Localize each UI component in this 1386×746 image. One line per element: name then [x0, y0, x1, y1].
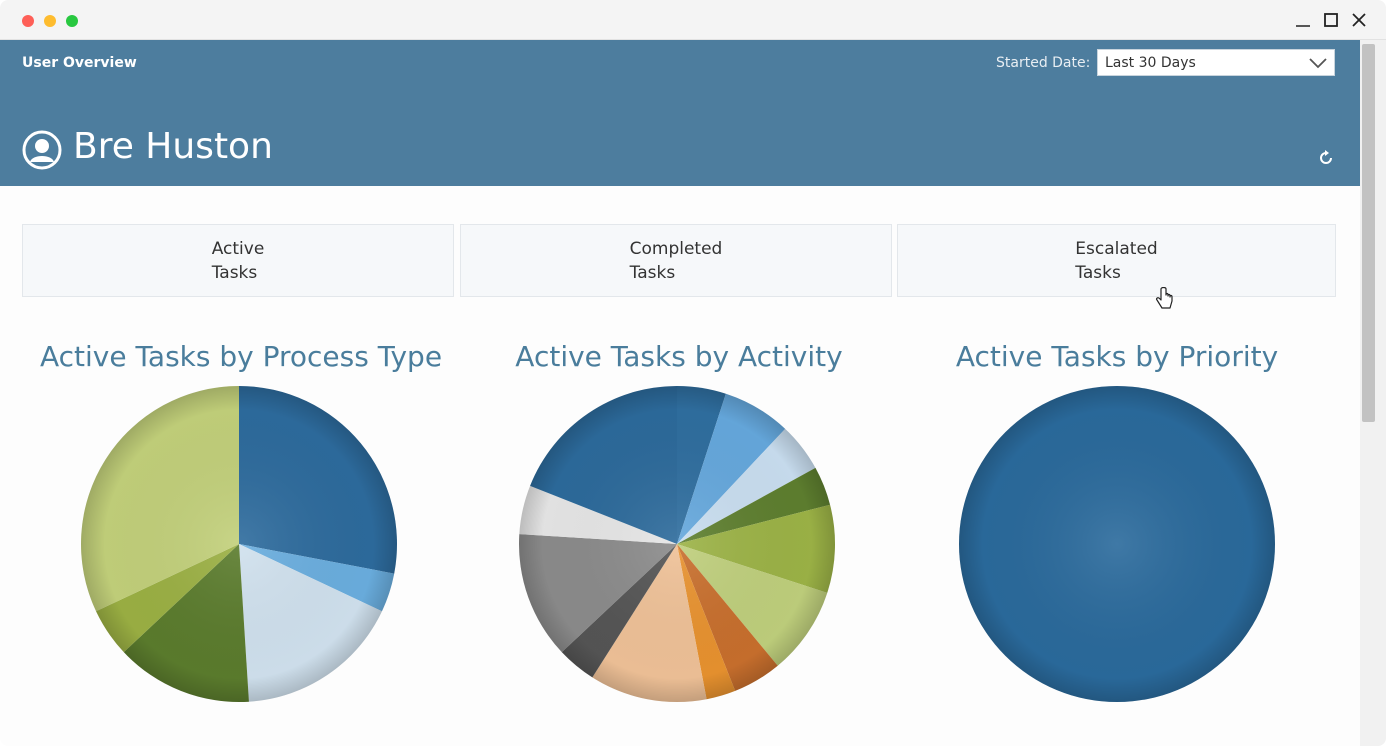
card-label: Escalated Tasks — [1075, 237, 1157, 285]
page-content: User Overview Started Date: Last 30 Days… — [0, 40, 1360, 746]
escalated-tasks-card[interactable]: Escalated Tasks — [897, 224, 1336, 297]
hand-cursor-icon — [1155, 286, 1175, 317]
chart-title-priority: Active Tasks by Priority — [955, 340, 1279, 373]
close-icon[interactable] — [1349, 10, 1369, 30]
minimize-traffic-light[interactable] — [44, 15, 56, 27]
section-label: User Overview — [22, 55, 137, 71]
pie-slice[interactable] — [959, 386, 1275, 702]
card-label: Completed Tasks — [630, 237, 723, 285]
card-label-line: Escalated — [1075, 238, 1158, 259]
card-label-line: Tasks — [1075, 262, 1121, 283]
user-header: User Overview Started Date: Last 30 Days… — [0, 40, 1360, 186]
chevron-down-icon — [1308, 55, 1328, 74]
pie-chart-priority — [959, 386, 1275, 702]
pie-chart-activity — [519, 386, 835, 702]
started-date-value: Last 30 Days — [1105, 55, 1196, 71]
maximize-icon[interactable] — [1321, 10, 1341, 30]
pie-slice[interactable] — [239, 386, 397, 574]
chart-title-activity: Active Tasks by Activity — [515, 340, 843, 373]
card-label-line: Active — [211, 238, 265, 259]
close-traffic-light[interactable] — [22, 15, 34, 27]
card-label-line: Tasks — [211, 262, 258, 283]
card-label: Active Tasks — [212, 237, 265, 285]
user-name: Bre Huston — [73, 126, 273, 167]
title-bar — [0, 0, 1386, 40]
chart-title-process-type: Active Tasks by Process Type — [39, 340, 443, 373]
refresh-icon[interactable] — [1316, 148, 1336, 172]
scrollbar-thumb[interactable] — [1362, 44, 1375, 422]
card-label-line: Completed — [629, 238, 723, 259]
started-date-label: Started Date: — [996, 55, 1091, 71]
minimize-icon[interactable] — [1293, 10, 1313, 30]
started-date-select[interactable]: Last 30 Days — [1097, 49, 1335, 76]
completed-tasks-card[interactable]: Completed Tasks — [460, 224, 892, 297]
pie-chart-process-type — [80, 386, 397, 702]
user-circle-icon — [22, 130, 62, 174]
active-tasks-card[interactable]: Active Tasks — [22, 224, 454, 297]
zoom-traffic-light[interactable] — [66, 15, 78, 27]
card-label-line: Tasks — [629, 262, 676, 283]
